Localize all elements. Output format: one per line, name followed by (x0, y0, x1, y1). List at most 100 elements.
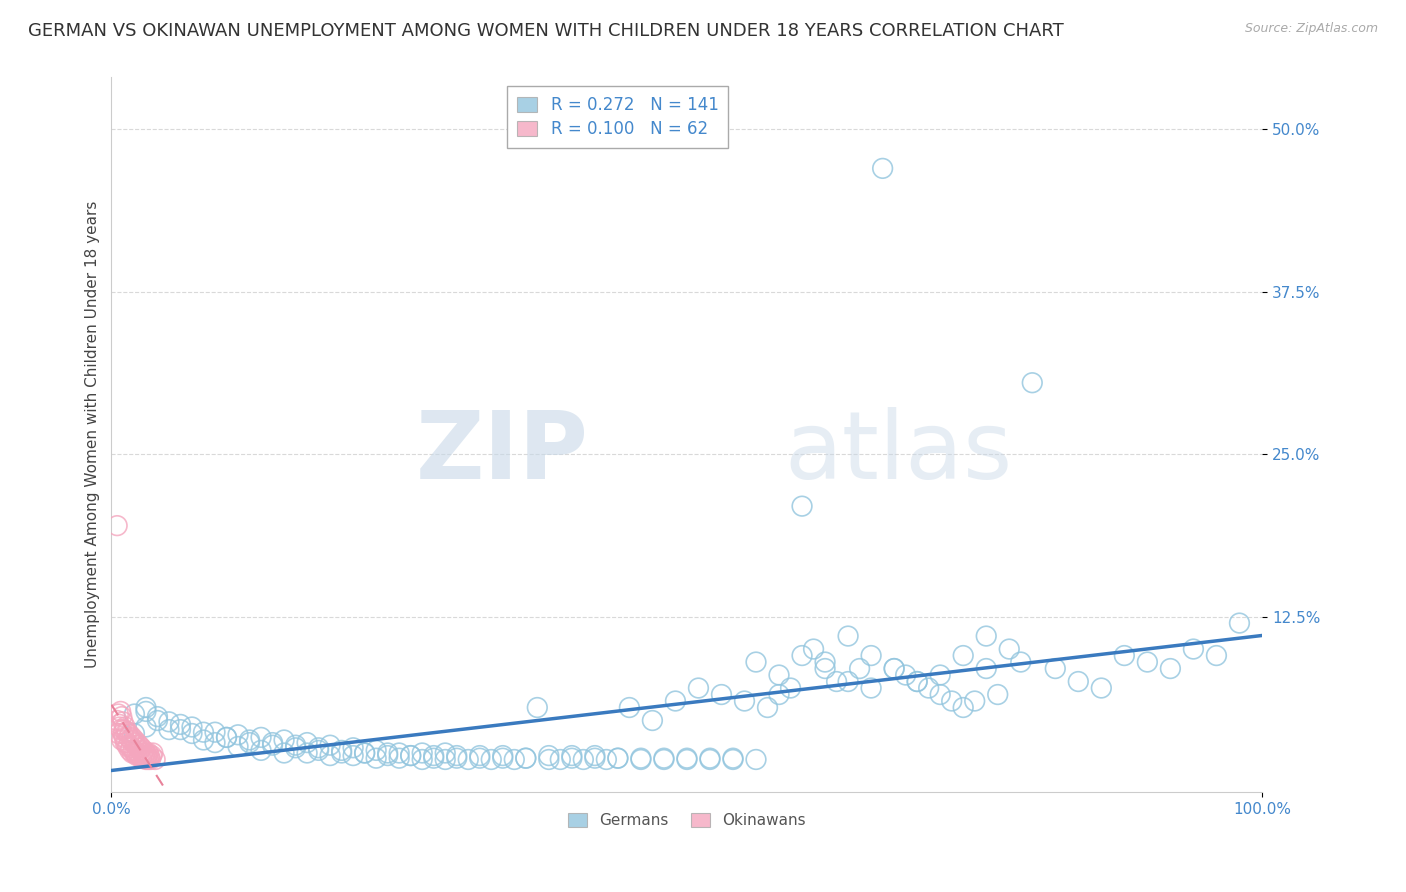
Point (121, 731, 143, 745)
Point (135, 705, 157, 719)
Point (377, 748, 399, 763)
Point (583, 751, 606, 765)
Point (814, 661, 837, 675)
Point (664, 694, 686, 708)
Point (124, 726, 146, 740)
Point (295, 746, 318, 760)
Point (110, 705, 132, 719)
Point (422, 748, 444, 763)
Point (1090, 681, 1112, 695)
Point (974, 629, 997, 643)
Point (1114, 648, 1136, 663)
Point (848, 661, 870, 675)
Text: atlas: atlas (785, 407, 1014, 499)
Point (157, 723, 180, 737)
Point (124, 746, 146, 760)
Point (515, 751, 537, 765)
Point (112, 731, 135, 745)
Point (262, 738, 284, 752)
Point (181, 726, 204, 740)
Point (1205, 648, 1227, 663)
Text: ZIP: ZIP (416, 407, 589, 499)
Point (250, 743, 273, 757)
Point (1067, 674, 1090, 689)
Point (122, 743, 145, 757)
Point (422, 751, 444, 765)
Point (1045, 661, 1067, 675)
Point (342, 740, 364, 755)
Point (918, 681, 941, 695)
Point (204, 725, 226, 739)
Point (457, 752, 479, 766)
Point (652, 752, 675, 766)
Point (734, 694, 756, 708)
Point (138, 751, 160, 765)
Point (120, 740, 142, 755)
Point (537, 752, 560, 766)
Point (388, 751, 411, 765)
Point (226, 739, 249, 754)
Point (124, 733, 146, 747)
Point (112, 723, 135, 737)
Point (118, 731, 141, 745)
Point (411, 752, 433, 766)
Point (550, 752, 572, 766)
Point (929, 668, 952, 682)
Point (998, 642, 1021, 657)
Point (125, 736, 148, 750)
Point (399, 748, 422, 763)
Point (111, 733, 134, 747)
Point (1010, 655, 1032, 669)
Point (124, 746, 146, 760)
Point (503, 752, 526, 766)
Point (215, 731, 238, 745)
Point (105, 518, 128, 533)
Point (110, 723, 132, 737)
Point (630, 752, 652, 766)
Point (468, 748, 491, 763)
Text: Source: ZipAtlas.com: Source: ZipAtlas.com (1244, 22, 1378, 36)
Point (411, 746, 433, 760)
Point (492, 751, 515, 765)
Point (330, 743, 353, 757)
Point (143, 752, 166, 766)
Point (108, 720, 131, 734)
Point (128, 738, 150, 752)
Point (238, 733, 260, 747)
Point (790, 499, 813, 513)
Point (790, 648, 813, 663)
Point (630, 751, 652, 765)
Point (388, 746, 411, 760)
Point (446, 751, 468, 765)
Point (108, 717, 131, 731)
Point (883, 661, 905, 675)
Point (1021, 376, 1043, 390)
Point (468, 751, 491, 765)
Point (721, 751, 744, 765)
Point (974, 661, 997, 675)
Point (561, 751, 583, 765)
Point (779, 681, 801, 695)
Point (814, 655, 837, 669)
Point (1229, 616, 1251, 631)
Point (688, 681, 710, 695)
Text: GERMAN VS OKINAWAN UNEMPLOYMENT AMONG WOMEN WITH CHILDREN UNDER 18 YEARS CORRELA: GERMAN VS OKINAWAN UNEMPLOYMENT AMONG WO… (28, 22, 1064, 40)
Point (492, 748, 515, 763)
Point (121, 746, 143, 760)
Point (115, 725, 138, 739)
Point (118, 728, 141, 742)
Point (117, 739, 139, 754)
Point (129, 748, 152, 763)
Point (105, 714, 128, 728)
Point (606, 751, 628, 765)
Point (699, 751, 721, 765)
Point (134, 746, 156, 760)
Point (136, 746, 159, 760)
Point (238, 736, 260, 750)
Point (204, 736, 226, 750)
Point (127, 740, 149, 755)
Point (905, 674, 928, 689)
Point (250, 731, 273, 745)
Point (883, 661, 905, 675)
Point (319, 738, 342, 752)
